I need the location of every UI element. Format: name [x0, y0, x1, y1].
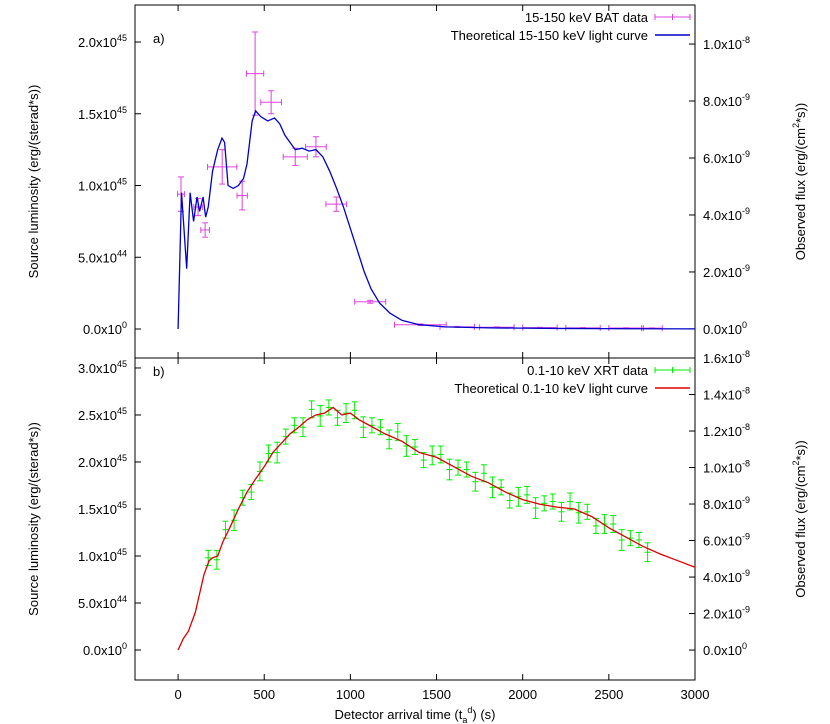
- y2-tick-label: 1.2x10-8: [703, 422, 750, 439]
- y-tick-label: 3.0x1045: [78, 359, 127, 376]
- light-curve: [177, 109, 696, 330]
- y-tick-label: 0.0x100: [83, 320, 127, 337]
- legend-label: Theoretical 15-150 keV light curve: [451, 28, 648, 43]
- series: [177, 406, 696, 651]
- y2-axis-title: Observed flux (erg/(cm2*s)): [791, 103, 808, 260]
- x-tick-label: 1500: [422, 687, 451, 702]
- y2-tick-label: 2.0x10-9: [703, 263, 750, 280]
- plot-frame: [134, 4, 696, 359]
- y2-axis-title: Observed flux (erg/(cm2*s)): [791, 440, 808, 597]
- panel-label: b): [153, 364, 165, 379]
- y2-tick-label: 2.0x10-9: [703, 605, 750, 622]
- y-axis-title: Source luminosity (erg/(sterad*s)): [26, 422, 41, 616]
- legend-label: Theoretical 0.1-10 keV light curve: [454, 381, 648, 396]
- legend-label: 0.1-10 keV XRT data: [527, 363, 649, 378]
- series: [205, 399, 651, 570]
- series: [177, 31, 663, 332]
- x-tick-label: 2000: [508, 687, 537, 702]
- y2-tick-label: 4.0x10-9: [703, 568, 750, 585]
- series: [177, 109, 696, 330]
- y-tick-label: 5.0x1044: [78, 248, 127, 265]
- plot-frame: [134, 357, 696, 681]
- y-tick-label: 5.0x1044: [78, 594, 127, 611]
- y2-tick-label: 1.4x10-8: [703, 386, 750, 403]
- x-tick-label: 3000: [681, 687, 710, 702]
- y2-tick-label: 8.0x10-9: [703, 495, 750, 512]
- y2-tick-label: 6.0x10-9: [703, 532, 750, 549]
- y-tick-label: 1.0x1045: [78, 547, 127, 564]
- x-tick-label: 2500: [594, 687, 623, 702]
- y2-tick-label: 8.0x10-9: [703, 92, 750, 109]
- y2-tick-label: 1.0x10-8: [703, 459, 750, 476]
- y-axis-title: Source luminosity (erg/(sterad*s)): [26, 85, 41, 279]
- y2-tick-label: 0.0x100: [703, 320, 747, 337]
- y-tick-label: 1.5x1045: [78, 105, 127, 122]
- legend-label: 15-150 keV BAT data: [525, 10, 649, 25]
- y2-tick-label: 1.6x10-8: [703, 349, 750, 366]
- y-tick-label: 2.5x1045: [78, 406, 127, 423]
- y2-tick-label: 0.0x100: [703, 641, 747, 658]
- x-tick-label: 500: [253, 687, 275, 702]
- light-curve: [177, 406, 696, 651]
- y-tick-label: 1.5x1045: [78, 500, 127, 517]
- y2-tick-label: 1.0x10-8: [703, 35, 750, 52]
- y2-tick-label: 4.0x10-9: [703, 206, 750, 223]
- y-tick-label: 2.0x1045: [78, 33, 127, 50]
- y-tick-label: 1.0x1045: [78, 177, 127, 194]
- y-tick-label: 2.0x1045: [78, 453, 127, 470]
- y-tick-label: 0.0x100: [83, 641, 127, 658]
- x-axis-title: Detector arrival time (tad) (s): [334, 705, 495, 724]
- x-tick-label: 1000: [336, 687, 365, 702]
- x-tick-label: 0: [174, 687, 181, 702]
- y2-tick-label: 6.0x10-9: [703, 149, 750, 166]
- panel-label: a): [153, 31, 165, 46]
